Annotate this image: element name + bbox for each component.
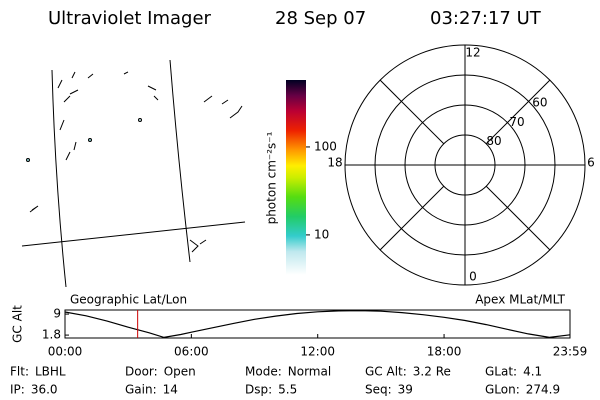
status-label: Door: (125, 365, 158, 379)
date: 28 Sep 07 (275, 8, 366, 29)
colorbar (286, 80, 306, 275)
status-value: LBHL (35, 365, 66, 379)
plot-frame (64, 309, 571, 339)
mlt-label: 12 (465, 46, 480, 60)
x-tick-label: 23:59 (553, 345, 588, 359)
status-label: IP: (10, 383, 25, 397)
y-axis-label: GC Alt (11, 305, 25, 343)
status-label: GLon: (485, 383, 520, 397)
altitude-line (64, 309, 571, 339)
y-tick-label: 1.8 (42, 328, 61, 342)
status-value: 4.1 (523, 365, 542, 379)
status-label: GC Alt: (365, 365, 407, 379)
status-value: Open (164, 365, 196, 379)
status-value: 3.2 Re (413, 365, 451, 379)
polar-diagonal (485, 185, 551, 251)
status-label: Mode: (245, 365, 282, 379)
polar-diagonal (379, 79, 445, 145)
status-label: Flt: (10, 365, 29, 379)
polar-diagonal (379, 185, 445, 251)
x-tick-label: 00:00 (48, 345, 83, 359)
y-tick-label: 9 (53, 307, 61, 321)
status-label: GLat: (485, 365, 517, 379)
ring-label: 60 (532, 96, 547, 110)
x-tick-label: 12:00 (300, 345, 335, 359)
colorbar-label: photon cm⁻²s⁻¹ (265, 131, 279, 224)
x-tick-label: 06:00 (174, 345, 209, 359)
ring-label: 70 (509, 115, 524, 129)
x-tick-label: 18:00 (427, 345, 462, 359)
polar-diagonal (485, 79, 551, 145)
status-value: Normal (288, 365, 331, 379)
time: 03:27:17 UT (430, 8, 542, 29)
plot-right-label: Apex MLat/MLT (475, 293, 565, 307)
status-value: 39 (398, 383, 413, 397)
plot-left-label: Geographic Lat/Lon (70, 293, 187, 307)
image-panel (21, 59, 246, 288)
ring-label: 80 (486, 134, 501, 148)
status-label: Gain: (125, 383, 157, 397)
status-bar: Flt: LBHL Door: Open Mode: Normal GC Alt: 3.2 R… (10, 365, 560, 397)
status-value: 274.9 (526, 383, 560, 397)
mlt-label: 18 (327, 156, 342, 170)
mlt-label: 6 (587, 156, 595, 170)
colorbar-tick-label: 100 (314, 139, 337, 153)
mlt-label: 0 (469, 270, 477, 284)
status-value: 14 (163, 383, 178, 397)
instrument: Ultraviolet Imager (48, 8, 212, 29)
status-label: Seq: (365, 383, 392, 397)
status-value: 36.0 (31, 383, 58, 397)
status-value: 5.5 (278, 383, 297, 397)
altitude-plot: Geographic Lat/Lon Apex MLat/MLT GC Alt 1.8… (11, 293, 588, 359)
status-label: Dsp: (245, 383, 272, 397)
colorbar-tick-label: 10 (314, 227, 329, 241)
